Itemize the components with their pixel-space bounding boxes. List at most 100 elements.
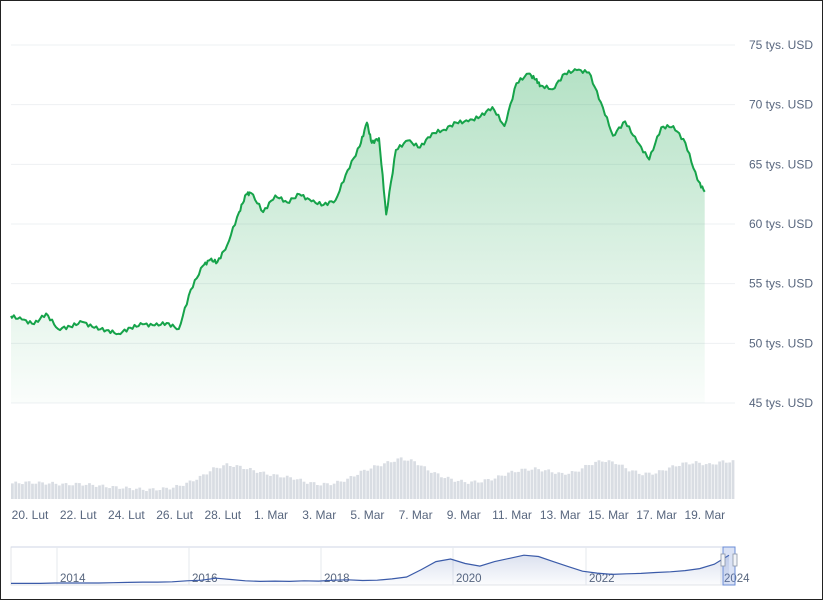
volume-bar xyxy=(31,483,34,499)
volume-bar xyxy=(34,483,38,499)
volume-bar xyxy=(255,472,259,499)
volume-bar xyxy=(423,466,427,499)
volume-bar xyxy=(295,479,299,499)
volume-bar xyxy=(413,461,416,499)
volume-bar xyxy=(118,488,122,499)
volume-bar xyxy=(114,486,118,499)
volume-bar xyxy=(27,481,31,499)
volume-bar xyxy=(389,462,393,499)
volume-bar xyxy=(560,472,564,499)
volume-bar xyxy=(674,466,678,499)
x-tick-label: 9. Mar xyxy=(447,508,481,522)
volume-bar xyxy=(181,485,185,499)
volume-bar xyxy=(74,482,78,499)
volume-bar xyxy=(222,465,225,499)
volume-bar xyxy=(718,461,721,499)
y-tick-label: 60 tys. USD xyxy=(749,217,813,231)
x-tick-label: 13. Mar xyxy=(540,508,581,522)
volume-bar xyxy=(198,475,202,499)
volume-bar xyxy=(443,478,447,499)
volume-bar xyxy=(577,471,581,499)
volume-bar xyxy=(453,481,457,499)
volume-bar xyxy=(326,483,329,499)
volume-bar xyxy=(269,475,272,499)
volume-bar xyxy=(342,481,346,499)
volume-bar xyxy=(684,462,688,499)
volume-bar xyxy=(647,472,651,499)
volume-bar xyxy=(517,471,520,499)
volume-bar xyxy=(192,481,195,499)
volume-bars xyxy=(11,457,735,499)
volume-bar xyxy=(362,469,366,499)
volume-bar xyxy=(302,481,306,499)
volume-bar xyxy=(178,485,182,499)
volume-bar xyxy=(500,475,504,499)
volume-bar xyxy=(617,464,621,499)
y-tick-label: 55 tys. USD xyxy=(749,277,813,291)
volume-bar xyxy=(507,472,510,499)
x-tick-label: 19. Mar xyxy=(684,508,725,522)
volume-bar xyxy=(316,484,319,499)
volume-bar xyxy=(691,463,695,499)
volume-bar xyxy=(111,485,115,499)
volume-bar xyxy=(275,474,279,499)
volume-bar xyxy=(135,488,138,499)
volume-bar xyxy=(547,469,551,499)
x-tick-label: 1. Mar xyxy=(254,508,288,522)
volume-bar xyxy=(282,477,286,499)
volume-bar xyxy=(37,481,41,499)
volume-bar xyxy=(91,484,95,499)
volume-bar xyxy=(600,461,604,499)
volume-bar xyxy=(570,471,574,499)
volume-bar xyxy=(543,470,547,499)
volume-bar xyxy=(57,485,61,499)
volume-bar xyxy=(84,484,88,499)
y-tick-label: 45 tys. USD xyxy=(749,396,813,410)
volume-bar xyxy=(667,467,671,499)
volume-bar xyxy=(121,488,125,499)
volume-bar xyxy=(292,479,296,499)
volume-bar xyxy=(188,480,192,499)
volume-bar xyxy=(279,477,282,499)
volume-bar xyxy=(654,473,658,499)
volume-bar xyxy=(429,472,433,499)
volume-bar xyxy=(564,474,567,499)
volume-bar xyxy=(463,482,467,499)
volume-bar xyxy=(98,485,101,499)
volume-bar xyxy=(248,467,252,499)
volume-bar xyxy=(523,468,527,499)
volume-bar xyxy=(460,479,463,499)
volume-bar xyxy=(41,482,44,499)
volume-bar xyxy=(584,464,587,499)
volume-bar xyxy=(574,471,577,499)
volume-bar xyxy=(440,477,443,499)
volume-bar xyxy=(530,469,534,499)
volume-bar xyxy=(185,482,189,499)
volume-bar xyxy=(476,482,480,499)
volume-bar xyxy=(319,485,323,499)
volume-bar xyxy=(138,487,142,499)
volume-bar xyxy=(594,461,597,499)
navigator-handle-left[interactable] xyxy=(720,553,726,567)
volume-bar xyxy=(24,481,28,499)
navigator-line xyxy=(11,554,730,584)
volume-bar xyxy=(312,482,316,499)
volume-bar xyxy=(503,475,507,499)
volume-bar xyxy=(607,460,611,499)
volume-bar xyxy=(403,460,406,499)
volume-bar xyxy=(426,470,430,499)
range-navigator[interactable]: 201420162018202020222024 xyxy=(10,546,750,586)
x-tick-label: 20. Lut xyxy=(12,508,49,522)
volume-bar xyxy=(671,465,675,499)
volume-bar xyxy=(406,460,410,499)
navigator-handle-right[interactable] xyxy=(732,553,738,567)
volume-bar xyxy=(128,488,132,499)
price-line xyxy=(10,68,706,336)
volume-bar xyxy=(383,463,386,499)
volume-bar xyxy=(245,469,249,499)
navigator-tick-label: 2024 xyxy=(724,573,750,585)
volume-bar xyxy=(171,487,175,499)
volume-bar xyxy=(436,473,440,499)
x-tick-label: 26. Lut xyxy=(156,508,193,522)
